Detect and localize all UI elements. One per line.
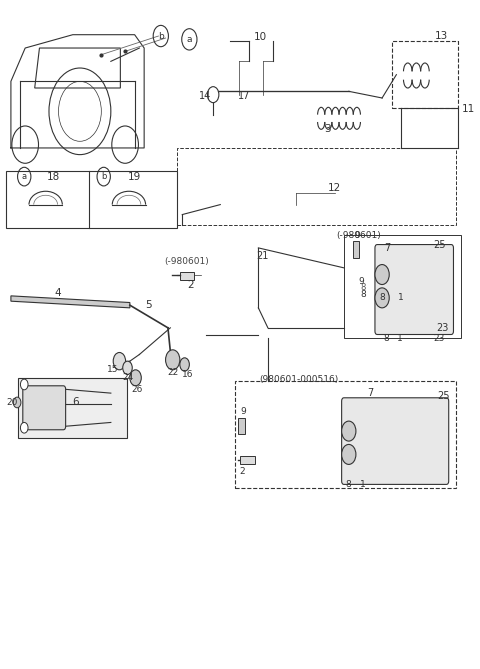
Text: 25: 25 <box>433 240 445 250</box>
Text: a: a <box>22 172 27 181</box>
Text: 13: 13 <box>435 31 448 41</box>
Circle shape <box>375 264 389 284</box>
Text: 8: 8 <box>360 290 366 299</box>
Text: a: a <box>187 35 192 44</box>
Circle shape <box>342 444 356 464</box>
Circle shape <box>342 421 356 441</box>
Text: 5: 5 <box>145 300 152 310</box>
Text: 1: 1 <box>398 294 404 302</box>
Text: (-980601): (-980601) <box>165 257 209 266</box>
Text: 8: 8 <box>360 284 366 292</box>
FancyBboxPatch shape <box>238 417 245 434</box>
Text: 2: 2 <box>188 280 194 290</box>
Polygon shape <box>11 296 130 308</box>
Text: 18: 18 <box>47 172 60 181</box>
Text: 15: 15 <box>107 365 118 374</box>
Circle shape <box>21 379 28 390</box>
FancyBboxPatch shape <box>18 378 128 438</box>
Text: 1: 1 <box>360 480 366 489</box>
Text: 8: 8 <box>345 480 351 489</box>
Circle shape <box>21 422 28 433</box>
Text: 9: 9 <box>354 231 360 240</box>
Circle shape <box>130 370 141 386</box>
Text: 9: 9 <box>240 407 246 415</box>
Text: 25: 25 <box>438 391 450 401</box>
Circle shape <box>180 358 189 371</box>
Text: 11: 11 <box>462 104 475 114</box>
Text: 7: 7 <box>384 243 390 253</box>
Text: 4: 4 <box>54 288 61 298</box>
Text: 17: 17 <box>238 91 250 101</box>
Text: (-980601): (-980601) <box>336 231 381 240</box>
Text: 26: 26 <box>132 385 143 393</box>
Circle shape <box>123 361 132 375</box>
Text: 9: 9 <box>358 277 364 286</box>
Text: 8: 8 <box>383 334 389 343</box>
Text: 14: 14 <box>199 91 211 101</box>
FancyBboxPatch shape <box>23 386 66 429</box>
Text: 21: 21 <box>256 251 268 261</box>
FancyBboxPatch shape <box>353 242 359 258</box>
Text: 23: 23 <box>436 323 448 333</box>
Text: 1: 1 <box>397 334 403 343</box>
Text: 22: 22 <box>167 368 179 377</box>
FancyBboxPatch shape <box>240 456 254 464</box>
Circle shape <box>207 87 219 102</box>
Text: b: b <box>158 31 164 41</box>
Text: 7: 7 <box>367 388 373 398</box>
FancyBboxPatch shape <box>375 245 454 334</box>
Text: (980601-000516): (980601-000516) <box>259 375 338 384</box>
Circle shape <box>166 350 180 370</box>
Text: 2: 2 <box>240 466 245 476</box>
FancyBboxPatch shape <box>180 272 194 280</box>
Circle shape <box>375 288 389 308</box>
Text: 23: 23 <box>433 334 445 343</box>
Circle shape <box>13 397 21 408</box>
Circle shape <box>113 353 126 370</box>
Text: 3: 3 <box>324 124 331 134</box>
Text: 10: 10 <box>254 31 267 41</box>
Text: 16: 16 <box>182 370 194 379</box>
Text: 6: 6 <box>72 397 78 407</box>
Text: 12: 12 <box>328 183 341 193</box>
Text: 24: 24 <box>122 373 133 382</box>
Text: b: b <box>101 172 107 181</box>
Text: 8: 8 <box>379 294 385 302</box>
FancyBboxPatch shape <box>342 398 449 484</box>
Text: 20: 20 <box>6 398 18 407</box>
Text: 19: 19 <box>128 172 141 181</box>
